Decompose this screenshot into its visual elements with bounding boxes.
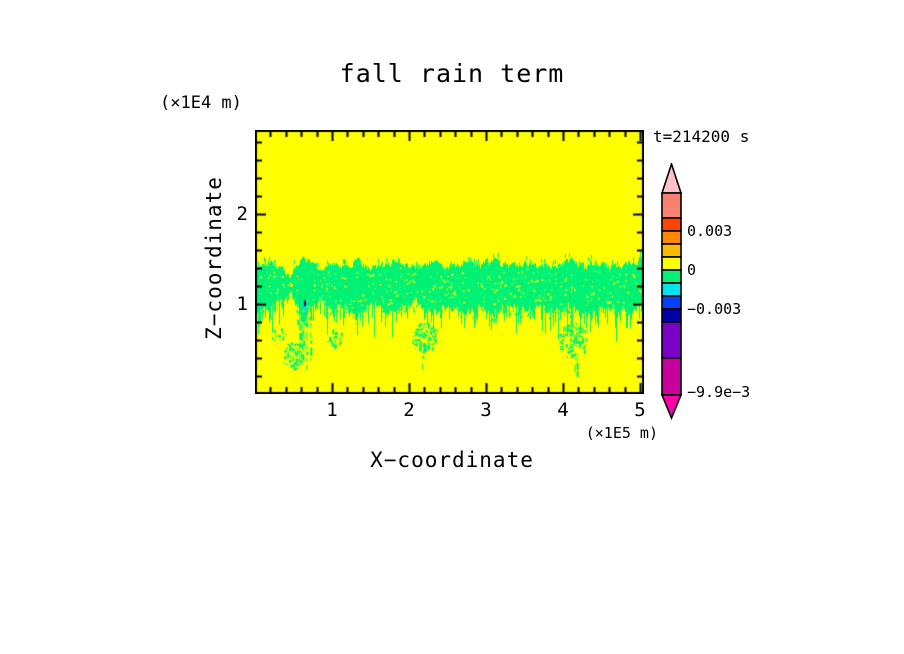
x-axis-unit-label: (×1E5 m) (585, 424, 658, 442)
x-axis-tick-label-2: 2 (403, 399, 415, 421)
colorbar-label-neg99e3: −9.9e−3 (687, 383, 751, 401)
x-axis-tick-label-4: 4 (557, 399, 569, 421)
heatmap-field-canvas (255, 130, 644, 394)
z-axis-tick-label-2: 2 (236, 203, 248, 225)
x-axis-title: X−coordinate (370, 448, 534, 472)
colorbar-label-neg0003: −0.003 (687, 300, 742, 318)
colorbar-label-0: 0 (687, 261, 697, 279)
x-axis-tick-label-5: 5 (634, 399, 646, 421)
colorbar-label-0003: 0.003 (687, 222, 733, 240)
chart-title: fall rain term (339, 59, 565, 88)
colorbar-segments (661, 192, 682, 396)
colorbar (660, 163, 683, 420)
colorbar-top-arrow-icon (660, 163, 683, 194)
colorbar-bottom-arrow-icon (660, 394, 683, 420)
time-stamp-label: t=214200 s (653, 127, 750, 146)
z-axis-tick-label-1: 1 (236, 293, 248, 315)
z-axis-title: Z−coordinate (202, 176, 226, 340)
x-axis-tick-label-1: 1 (326, 399, 338, 421)
z-axis-unit-label: (×1E4 m) (160, 93, 242, 113)
x-axis-tick-label-3: 3 (480, 399, 492, 421)
